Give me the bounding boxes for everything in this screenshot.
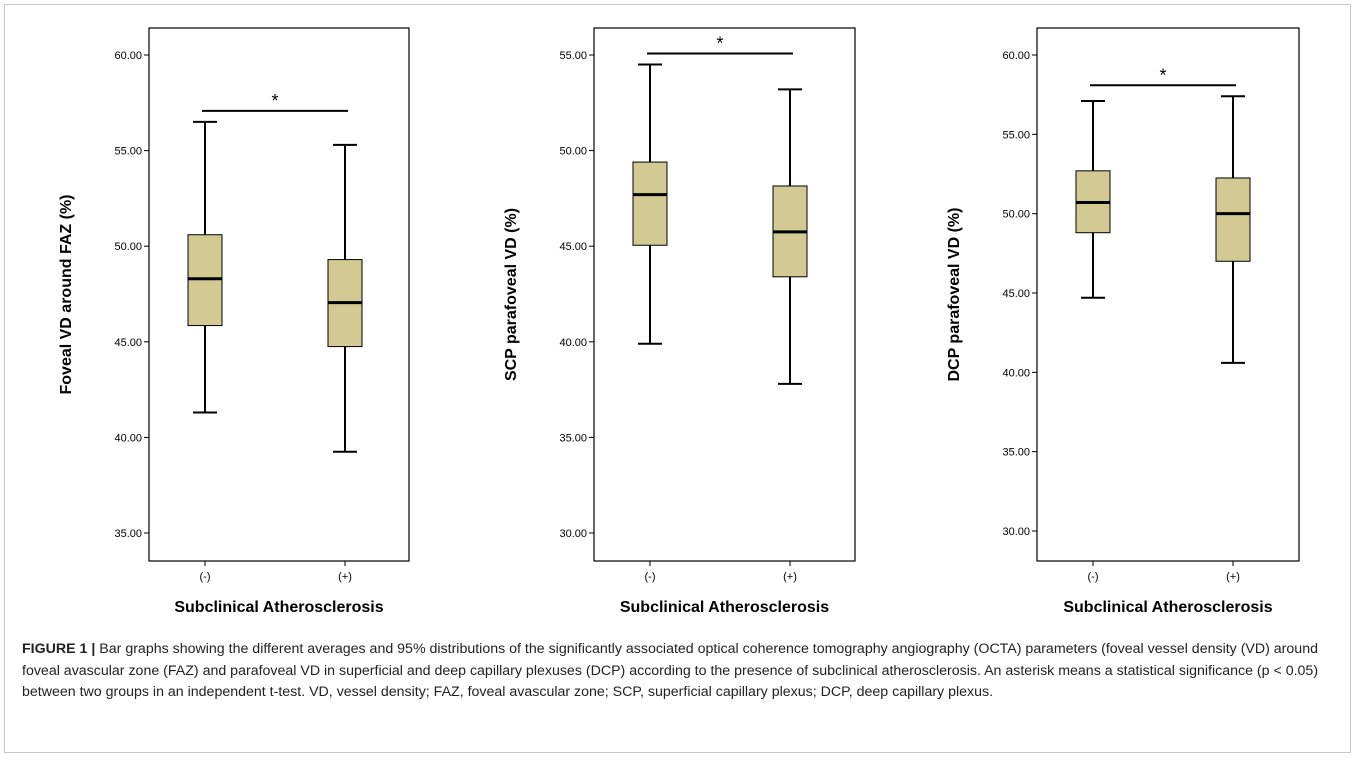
chart2-plot-area [593, 27, 856, 562]
chart3-significance-marker: * [1159, 65, 1166, 85]
chart3-x-tick-label: (-) [1088, 571, 1099, 583]
chart3-y-tick-label: 35.00 [1002, 447, 1030, 459]
chart2-x-tick-label: (-) [645, 571, 656, 583]
chart3-y-tick-label: 30.00 [1002, 526, 1030, 538]
caption-label: FIGURE 1 | [22, 641, 96, 657]
chart2-y-tick-label: 50.00 [559, 146, 587, 158]
chart1-y-tick-label: 50.00 [114, 241, 142, 253]
chart1-y-tick-label: 35.00 [114, 528, 142, 540]
chart3-box [1215, 177, 1251, 262]
figure-charts: 35.00 40.00 45.00 50.00 55.00 60.00 Foveal VD … [58, 27, 1300, 616]
chart3-y-tick-label: 50.00 [1002, 209, 1030, 221]
chart2-y-axis-title: SCP parafoveal VD (%) [503, 208, 520, 381]
chart3-y-tick-label: 55.00 [1002, 129, 1030, 141]
chart1-x-tick-label: (-) [200, 571, 211, 583]
chart3-plot-area [1036, 27, 1300, 562]
chart2-y-tick-label: 35.00 [559, 432, 587, 444]
chart3-y-tick-label: 60.00 [1002, 50, 1030, 62]
chart2-y-tick-label: 55.00 [559, 50, 587, 62]
chart3-y-axis-title: DCP parafoveal VD (%) [946, 208, 963, 382]
chart1-significance-marker: * [271, 91, 278, 111]
chart3-y-tick-label: 45.00 [1002, 288, 1030, 300]
chart2-y-tick-label: 40.00 [559, 337, 587, 349]
chart2-box [632, 161, 668, 246]
chart3-x-axis-title: Subclinical Atherosclerosis [1063, 599, 1272, 616]
chart3-x-tick-label: (+) [1226, 571, 1240, 583]
chart1-y-tick-label: 40.00 [114, 432, 142, 444]
chart2-x-tick-label: (+) [783, 571, 797, 583]
caption-text: Bar graphs showing the different average… [22, 641, 1319, 700]
chart1-x-tick-label: (+) [338, 571, 352, 583]
figure-frame [4, 4, 1351, 753]
figure-caption: FIGURE 1 | Bar graphs showing the differ… [22, 639, 1340, 704]
chart2-y-tick-label: 45.00 [559, 241, 587, 253]
chart1-y-tick-label: 45.00 [114, 337, 142, 349]
chart2-y-tick-label: 30.00 [559, 528, 587, 540]
chart1-x-axis-title: Subclinical Atherosclerosis [174, 599, 383, 616]
chart3-y-tick-label: 40.00 [1002, 367, 1030, 379]
chart1-y-tick-label: 60.00 [114, 50, 142, 62]
chart1-plot-area [148, 27, 410, 562]
chart1-y-tick-label: 55.00 [114, 146, 142, 158]
chart1-y-axis-title: Foveal VD around FAZ (%) [58, 194, 75, 394]
chart2-significance-marker: * [716, 34, 723, 54]
chart2-x-axis-title: Subclinical Atherosclerosis [620, 599, 829, 616]
